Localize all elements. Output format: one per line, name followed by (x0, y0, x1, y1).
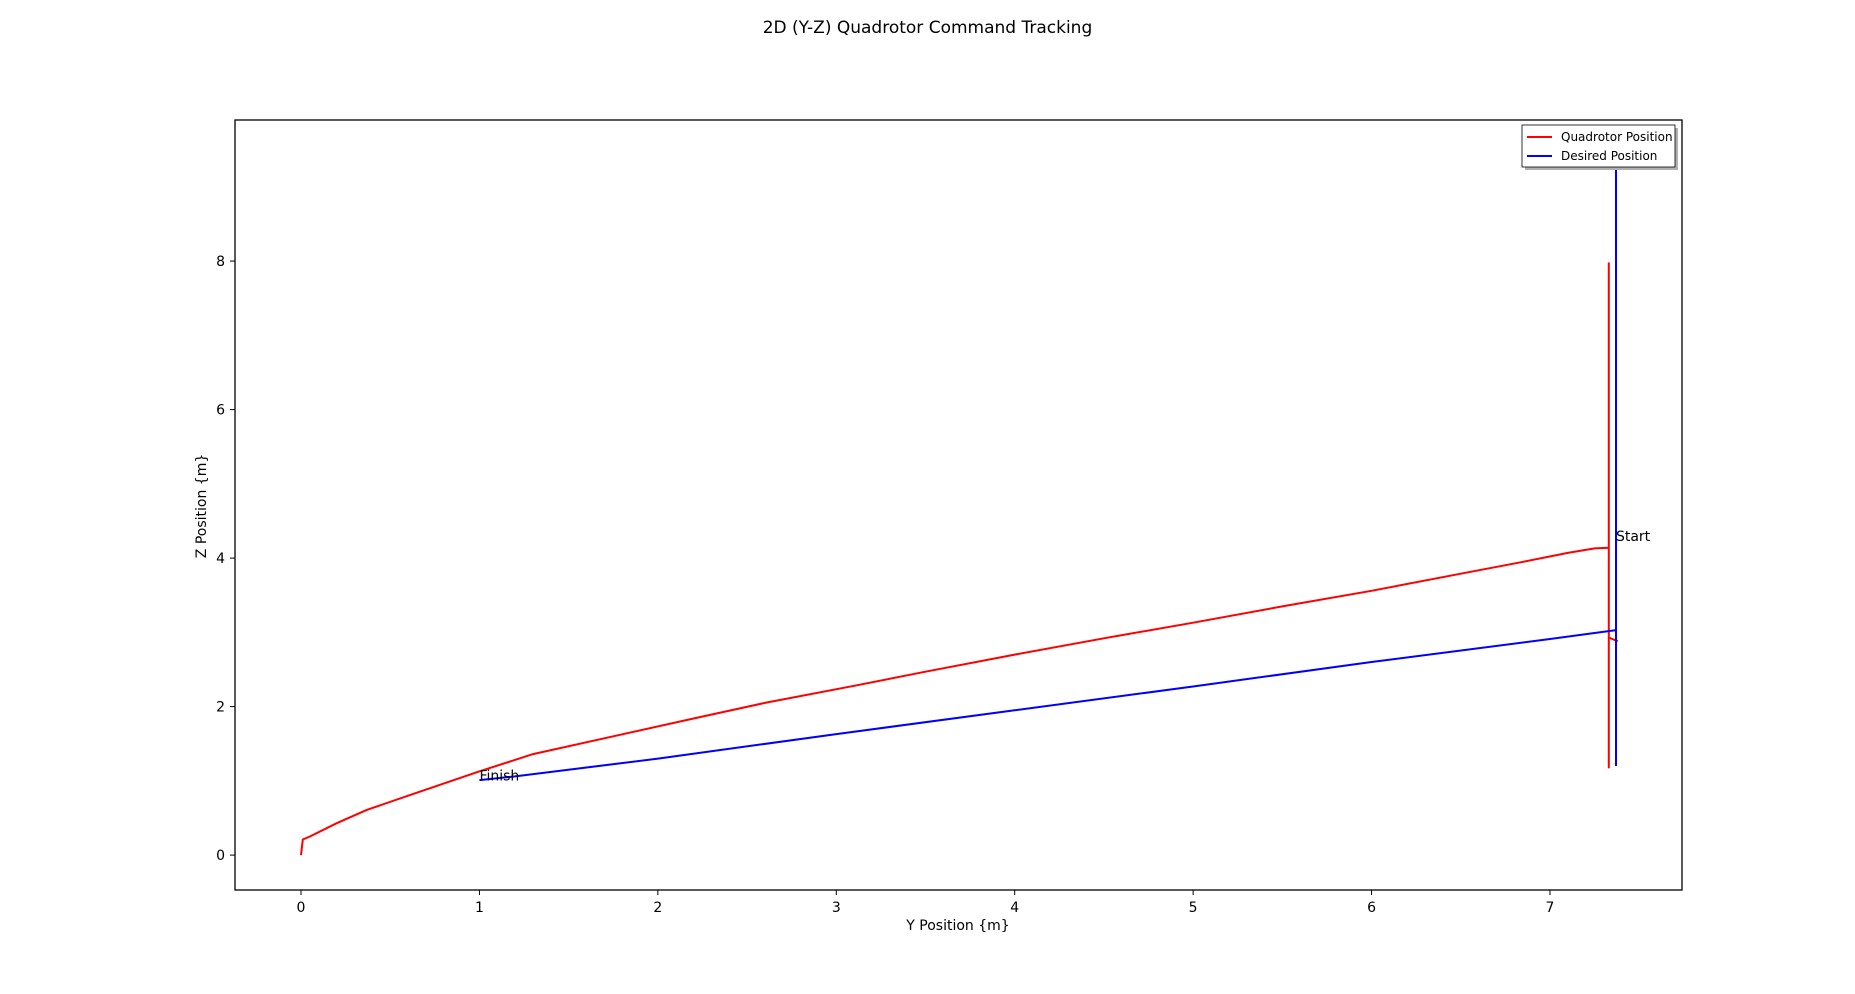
y-tick-label: 6 (216, 403, 225, 419)
series-line-1 (479, 156, 1617, 782)
x-axis-label: Y Position {m} (905, 918, 1009, 934)
x-tick-label: 6 (1367, 900, 1376, 916)
legend-box (1521, 124, 1676, 168)
y-tick-label: 0 (216, 848, 225, 864)
x-tick-label: 1 (475, 900, 484, 916)
series-line-0 (300, 262, 1619, 856)
x-tick-label: 7 (1546, 900, 1555, 916)
annotation-label: Finish (479, 769, 519, 785)
x-axis: 0 1 2 3 4 5 6 7 (297, 890, 1555, 916)
x-tick-label: 3 (832, 900, 841, 916)
legend-label: Desired Position (1561, 149, 1657, 163)
legend: Quadrotor Position Desired Position (1521, 124, 1678, 170)
y-tick-label: 4 (216, 551, 225, 567)
annotation-layer: Start Finish (479, 529, 1650, 785)
plot-area: Start Finish (234, 119, 1683, 891)
y-axis: 0 2 4 6 8 (216, 254, 235, 864)
x-tick-label: 5 (1189, 900, 1198, 916)
legend-label: Quadrotor Position (1561, 130, 1673, 144)
y-axis-label: Z Position {m} (194, 454, 210, 558)
series-layer (300, 156, 1619, 856)
x-tick-label: 2 (653, 900, 662, 916)
y-tick-label: 8 (216, 254, 225, 270)
y-tick-label: 2 (216, 700, 225, 716)
plot-frame (234, 119, 1683, 891)
chart-title: 2D (Y-Z) Quadrotor Command Tracking (763, 18, 1093, 38)
x-tick-label: 0 (297, 900, 306, 916)
annotation-label: Start (1616, 529, 1651, 545)
x-tick-label: 4 (1010, 900, 1019, 916)
